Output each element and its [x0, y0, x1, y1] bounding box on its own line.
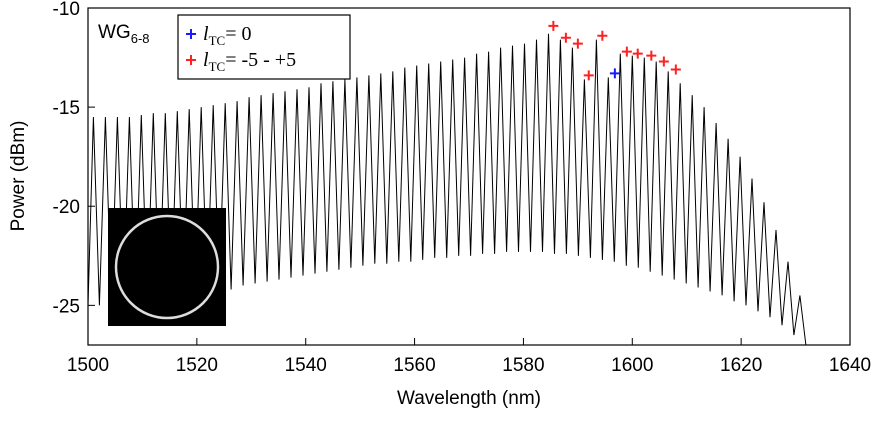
legend-label-main: l [203, 23, 209, 45]
x-tick-label: 1640 [829, 355, 871, 376]
legend-marker [186, 29, 196, 39]
x-tick-label: 1580 [502, 355, 544, 376]
legend [177, 14, 351, 80]
y-tick-label: -25 [53, 296, 80, 317]
legend-label-main: l [203, 49, 209, 71]
y-tick-label: -20 [53, 197, 80, 218]
legend-label: lTC= 0 [203, 23, 251, 48]
x-axis-label: Wavelength (nm) [397, 388, 541, 409]
plus-marker [670, 64, 681, 75]
legend-label-sub: TC [209, 33, 226, 48]
annotation-main: WG [98, 22, 131, 43]
y-tick-label: -15 [53, 98, 80, 119]
y-axis-label: Power (dBm) [8, 121, 29, 232]
legend-label: lTC= -5 - +5 [203, 49, 296, 74]
plus-marker [548, 20, 559, 31]
legend-label-rest: = -5 - +5 [225, 49, 296, 71]
y-tick-label: -10 [53, 0, 80, 20]
legend-marker [186, 55, 196, 65]
plus-marker [646, 50, 657, 61]
inset-ring [114, 214, 220, 320]
plus-marker [609, 68, 620, 79]
annotation: WG6-8 [98, 22, 150, 46]
inset-image [108, 208, 226, 326]
plot-frame [87, 7, 851, 346]
x-tick-label: 1540 [285, 355, 327, 376]
plus-marker [583, 70, 594, 81]
plus-marker [572, 38, 583, 49]
legend-label-rest: = 0 [225, 23, 251, 45]
plus-marker [560, 32, 571, 43]
plus-marker [597, 30, 608, 41]
x-tick-label: 1500 [67, 355, 109, 376]
x-tick-label: 1560 [393, 355, 435, 376]
plus-marker [621, 46, 632, 57]
legend-label-sub: TC [209, 59, 226, 74]
x-tick-label: 1600 [611, 355, 653, 376]
plus-marker [658, 56, 669, 67]
x-tick-label: 1620 [720, 355, 762, 376]
plus-marker [632, 48, 643, 59]
x-tick-label: 1520 [176, 355, 218, 376]
annotation-sub: 6-8 [131, 31, 150, 46]
